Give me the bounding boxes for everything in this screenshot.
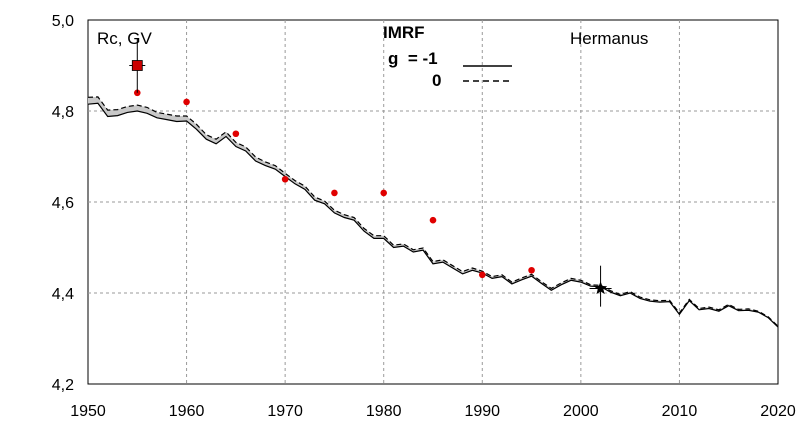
- series-line-dashed: [87, 96, 779, 327]
- legend: IMRF g = -1 0: [383, 23, 512, 90]
- square-marker: [131, 60, 143, 71]
- y-axis-label: Rc, GV: [97, 29, 152, 48]
- x-tick-label: 1960: [169, 403, 205, 420]
- series-lines: [87, 96, 779, 328]
- y-tick-label: 4,6: [52, 195, 74, 212]
- data-point: [478, 271, 486, 279]
- x-tick-label: 1950: [70, 403, 106, 420]
- data-point: [281, 175, 289, 183]
- x-tick-label: 2000: [563, 403, 599, 420]
- grid: [88, 20, 778, 384]
- x-tick-label: 1970: [267, 403, 303, 420]
- data-point: [528, 266, 535, 274]
- observed-points: [133, 89, 535, 279]
- series-line-solid: [87, 102, 779, 328]
- data-point: [331, 189, 338, 197]
- y-tick-label: 4,4: [52, 286, 74, 303]
- data-point: [380, 189, 388, 197]
- legend-label-solid: g = -1: [388, 49, 438, 68]
- y-tick-label: 4,2: [52, 377, 74, 394]
- y-tick-label: 4,8: [52, 104, 74, 121]
- x-tick-label: 1990: [464, 403, 500, 420]
- data-point: [183, 98, 190, 106]
- x-tick-label: 2010: [662, 403, 698, 420]
- x-tick-label: 1980: [366, 403, 402, 420]
- special-markers: [129, 38, 612, 307]
- legend-title: IMRF: [383, 23, 425, 42]
- legend-label-dashed: 0: [432, 71, 441, 90]
- star-marker: [593, 281, 608, 295]
- y-tick-label: 5,0: [52, 13, 74, 30]
- y-tick-labels: 4,2 4,4 4,6 4,8 5,0: [52, 13, 74, 394]
- data-point: [429, 216, 437, 224]
- station-label: Hermanus: [570, 29, 648, 48]
- x-tick-labels: 1950 1960 1970 1980 1990 2000 2010 2020: [70, 403, 796, 420]
- x-tick-label: 2020: [760, 403, 796, 420]
- data-point: [232, 130, 240, 138]
